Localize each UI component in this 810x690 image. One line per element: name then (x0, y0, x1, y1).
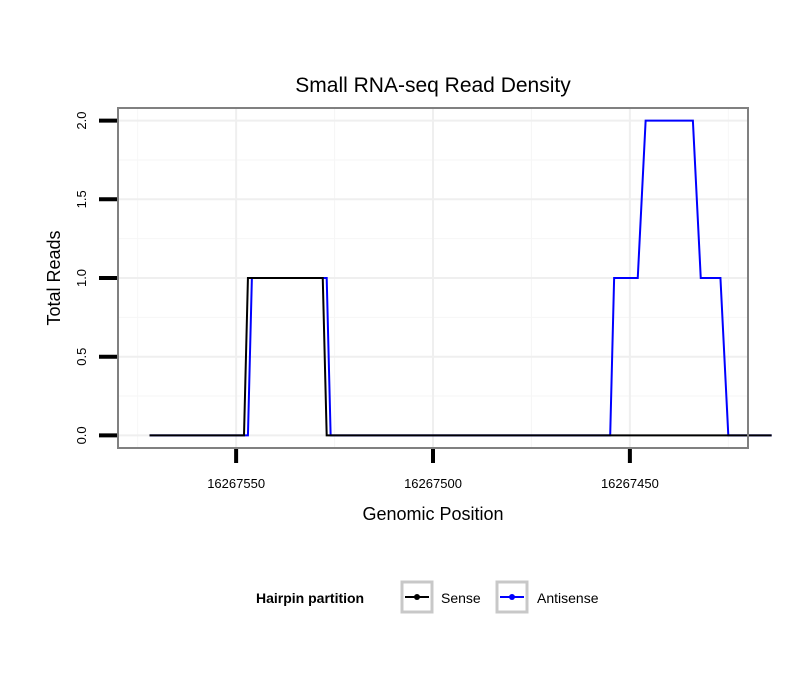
legend-point-antisense (509, 594, 515, 600)
y-axis: 0.0 0.5 1.0 1.5 2.0 (74, 112, 117, 444)
x-tick-label: 16267550 (207, 476, 265, 491)
series-group (149, 119, 772, 437)
legend-point-sense (414, 594, 420, 600)
legend-label-antisense: Antisense (537, 590, 599, 606)
grid (118, 108, 748, 448)
legend: Hairpin partition Sense Antisense (256, 580, 599, 614)
x-tick-label: 16267450 (601, 476, 659, 491)
y-tick-label: 0.0 (74, 426, 89, 444)
legend-label-sense: Sense (441, 590, 481, 606)
y-tick-label: 2.0 (74, 112, 89, 130)
x-axis-label: Genomic Position (362, 504, 503, 524)
plot-panel-border (117, 107, 749, 449)
legend-title: Hairpin partition (256, 590, 364, 606)
y-axis-label: Total Reads (44, 230, 64, 325)
chart-title: Small RNA-seq Read Density (295, 74, 571, 97)
x-axis: 16267550 16267500 16267450 (207, 449, 659, 491)
x-tick-label: 16267500 (404, 476, 462, 491)
series-line-sense (149, 277, 772, 437)
y-tick-label: 1.5 (74, 190, 89, 208)
y-tick-label: 1.0 (74, 269, 89, 287)
y-tick-label: 0.5 (74, 348, 89, 366)
